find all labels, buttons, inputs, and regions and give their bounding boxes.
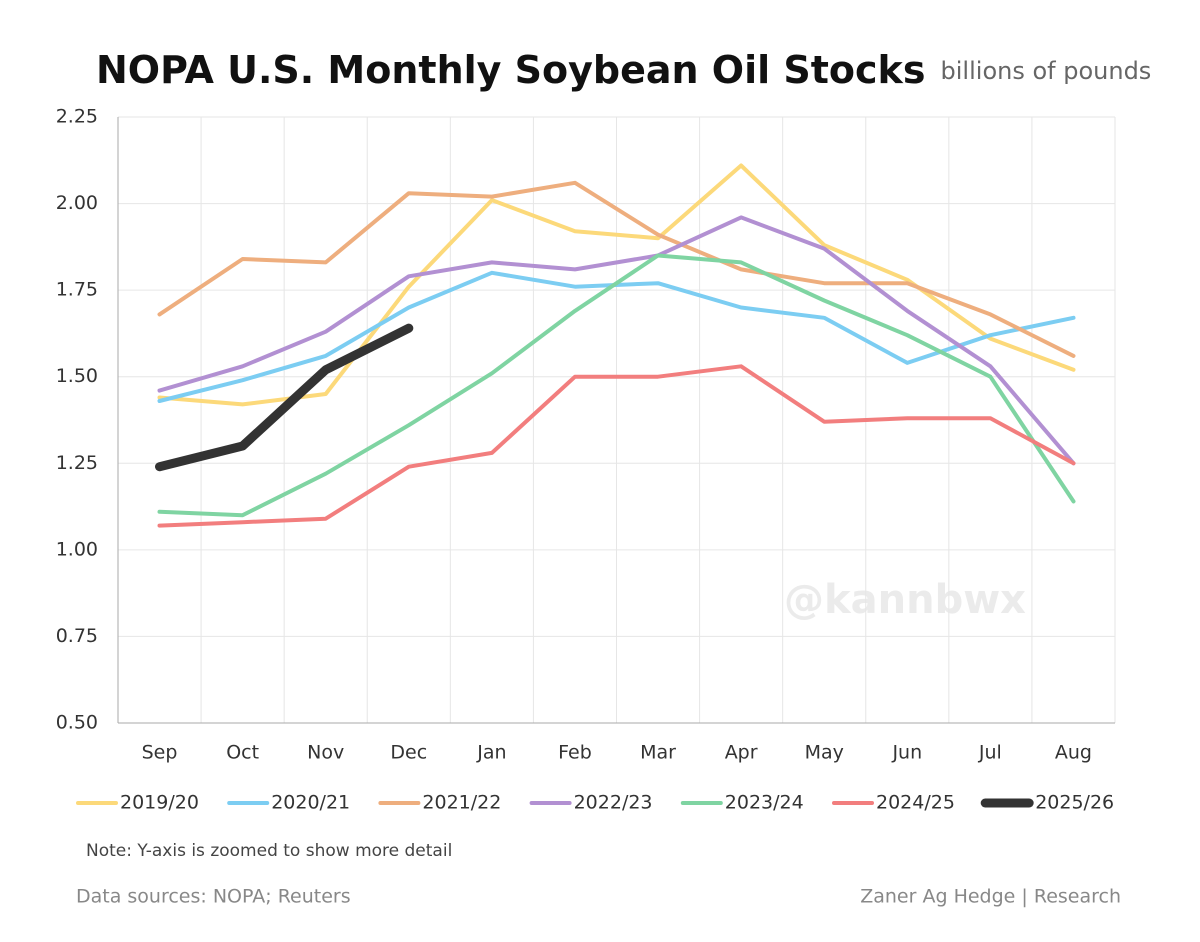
chart-title: NOPA U.S. Monthly Soybean Oil Stocks bbox=[96, 48, 925, 92]
x-tick-label: Jun bbox=[891, 742, 922, 764]
x-tick-label: Jul bbox=[978, 742, 1002, 764]
x-tick-label: Nov bbox=[307, 742, 344, 764]
series-line bbox=[157, 180, 1076, 358]
y-tick-label: 2.25 bbox=[56, 106, 98, 128]
legend-label: 2024/25 bbox=[876, 792, 955, 814]
x-tick-label: Apr bbox=[725, 742, 758, 764]
series-line bbox=[155, 323, 414, 472]
y-tick-label: 1.00 bbox=[56, 538, 98, 560]
series-line bbox=[157, 253, 1076, 518]
y-tick-label: 1.25 bbox=[56, 452, 98, 474]
legend-label: 2021/22 bbox=[422, 792, 501, 814]
y-tick-label: 0.50 bbox=[56, 712, 98, 734]
series-line bbox=[157, 215, 1076, 466]
y-tick-label: 1.50 bbox=[56, 365, 98, 387]
source: Data sources: NOPA; Reuters bbox=[76, 886, 351, 908]
x-tick-label: Aug bbox=[1055, 742, 1092, 764]
x-tick-label: May bbox=[805, 742, 844, 764]
y-tick-label: 2.00 bbox=[56, 192, 98, 214]
series-line bbox=[157, 364, 1076, 528]
x-tick-label: Mar bbox=[640, 742, 676, 764]
x-tick-label: Jan bbox=[476, 742, 506, 764]
chart-heading: NOPA U.S. Monthly Soybean Oil Stocks bil… bbox=[96, 48, 1151, 92]
legend-label: 2022/23 bbox=[574, 792, 653, 814]
legend-label: 2023/24 bbox=[725, 792, 804, 814]
y-tick-label: 0.75 bbox=[56, 625, 98, 647]
legend-label: 2019/20 bbox=[120, 792, 199, 814]
x-tick-label: Feb bbox=[558, 742, 592, 764]
legend-label: 2020/21 bbox=[271, 792, 350, 814]
watermark: @kannbwx bbox=[784, 577, 1026, 623]
legend-label: 2025/26 bbox=[1035, 792, 1114, 814]
chart-subtitle: billions of pounds bbox=[941, 57, 1152, 85]
x-tick-label: Oct bbox=[226, 742, 259, 764]
note: Note: Y-axis is zoomed to show more deta… bbox=[86, 841, 452, 861]
plot-area bbox=[117, 116, 1116, 724]
x-tick-label: Sep bbox=[142, 742, 178, 764]
x-tick-label: Dec bbox=[390, 742, 427, 764]
y-tick-label: 1.75 bbox=[56, 279, 98, 301]
credit: Zaner Ag Hedge | Research bbox=[860, 886, 1121, 908]
